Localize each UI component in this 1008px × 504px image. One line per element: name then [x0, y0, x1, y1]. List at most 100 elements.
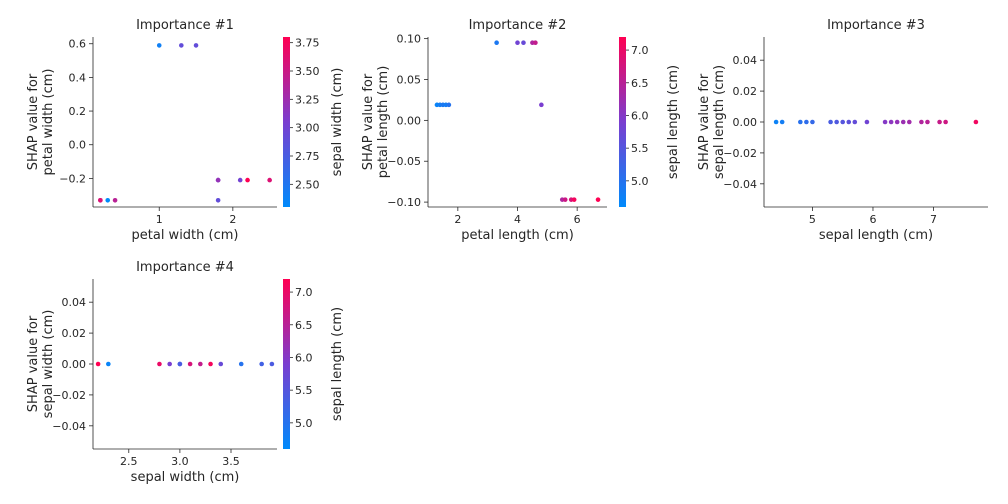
y-tick-label: 0.04	[733, 54, 758, 67]
data-point	[179, 43, 184, 48]
data-point	[446, 102, 452, 108]
x-axis-label: sepal length (cm)	[819, 228, 933, 243]
chart-panel-2: Importance #2 2 4 6 −0.10 −0.05 0.00 0.05 0.10 pe…	[361, 18, 681, 243]
y-tick-label: 0.02	[62, 327, 87, 340]
data-point	[900, 119, 906, 125]
chart-panel-3: Importance #3 5 6 7 −0.04 −0.02 0.00 0.02 0.04 se…	[697, 18, 988, 243]
data-point	[894, 119, 900, 125]
y-tick-label: 0.05	[397, 74, 422, 87]
chart-title: Importance #1	[136, 18, 234, 33]
chart-title: Importance #2	[469, 18, 567, 33]
colorbar-tick-label: 6.0	[631, 109, 649, 122]
y-axis-label-line: SHAP value for	[26, 315, 41, 412]
chart-panel-4: Importance #4 2.5 3.0 3.5 −0.04 −0.02 0.00 0.02…	[26, 260, 345, 485]
y-tick-label: −0.05	[387, 155, 421, 168]
x-tick-label: 2	[454, 213, 461, 226]
data-point	[237, 177, 243, 183]
y-axis-label-line: SHAP value for	[26, 73, 41, 170]
data-point	[828, 119, 833, 125]
y-axis-label: SHAP value forpetal width (cm)	[26, 69, 56, 176]
data-point	[245, 177, 250, 183]
data-point	[515, 40, 520, 46]
y-axis-label-line: sepal width (cm)	[41, 310, 56, 419]
data-point	[943, 119, 948, 125]
colorbar-tick-label: 5.0	[295, 417, 313, 430]
y-tick-label: 0.00	[397, 114, 422, 127]
y-axis-label-line: petal width (cm)	[41, 69, 56, 176]
y-axis-label-line: petal length (cm)	[376, 66, 391, 179]
data-point	[882, 119, 888, 125]
chart-title: Importance #4	[136, 260, 234, 275]
x-tick-label: 3.0	[171, 455, 189, 468]
colorbar-tick-label: 7.0	[631, 44, 649, 57]
data-point	[112, 197, 118, 203]
colorbar-tick-label: 3.50	[295, 65, 320, 78]
y-tick-label: −0.2	[59, 172, 86, 185]
y-tick-label: 0.2	[69, 105, 87, 118]
data-point	[533, 40, 538, 46]
y-axis-label: SHAP value forsepal length (cm)	[697, 65, 727, 179]
y-tick-label: 0.00	[62, 358, 87, 371]
colorbar-tick-label: 2.75	[295, 150, 320, 163]
colorbar-tick-label: 3.75	[295, 37, 320, 50]
data-point	[804, 119, 809, 125]
colorbar-label: sepal length (cm)	[330, 307, 345, 421]
x-tick-label: 5	[809, 213, 816, 226]
data-point	[267, 177, 272, 183]
y-tick-label: −0.02	[723, 147, 757, 160]
data-point	[521, 40, 526, 46]
colorbar-tick-label: 6.0	[295, 351, 313, 364]
data-point	[98, 197, 103, 203]
y-tick-label: 0.02	[733, 85, 758, 98]
x-tick-label: 4	[514, 213, 521, 226]
y-axis-label-line: SHAP value for	[361, 73, 376, 170]
x-tick-label: 6	[869, 213, 876, 226]
colorbar-label: sepal length (cm)	[666, 65, 681, 179]
x-tick-label: 1	[156, 213, 163, 226]
colorbar-tick-label: 6.5	[295, 319, 313, 332]
colorbar	[283, 279, 290, 449]
colorbar-tick-label: 3.25	[295, 93, 320, 106]
data-point	[494, 40, 499, 46]
colorbar	[283, 37, 290, 207]
colorbar	[619, 37, 626, 207]
data-point	[106, 361, 111, 367]
data-point	[888, 119, 894, 125]
data-point	[779, 119, 785, 125]
colorbar-tick-label: 3.00	[295, 122, 320, 135]
x-axis-label: petal width (cm)	[132, 228, 239, 243]
y-tick-label: −0.04	[52, 420, 86, 433]
data-point	[852, 119, 858, 125]
colorbar-label: sepal width (cm)	[330, 68, 345, 177]
colorbar-tick-label: 5.0	[631, 175, 649, 188]
y-axis-label: SHAP value forsepal width (cm)	[26, 310, 56, 419]
data-point	[259, 361, 264, 367]
colorbar-tick-label: 2.50	[295, 178, 320, 191]
data-point	[846, 119, 852, 125]
data-point	[925, 119, 930, 125]
x-axis-label: petal length (cm)	[461, 228, 574, 243]
data-point	[193, 43, 199, 48]
data-point	[156, 43, 162, 48]
data-point	[840, 119, 846, 125]
y-tick-label: 0.00	[733, 116, 758, 129]
colorbar-tick-label: 5.5	[295, 384, 313, 397]
y-tick-label: 0.6	[69, 38, 87, 51]
data-point	[238, 361, 244, 367]
x-tick-label: 6	[574, 213, 581, 226]
data-point	[177, 361, 183, 367]
x-tick-label: 2.5	[120, 455, 138, 468]
data-point	[215, 177, 221, 183]
data-point	[198, 361, 203, 367]
x-tick-label: 3.5	[222, 455, 240, 468]
x-tick-label: 2	[229, 213, 236, 226]
colorbar-tick-label: 6.5	[631, 77, 649, 90]
data-point	[906, 119, 912, 125]
data-point	[105, 197, 111, 203]
colorbar-tick-label: 7.0	[295, 286, 313, 299]
data-point	[864, 119, 870, 125]
data-point	[187, 361, 193, 367]
y-axis-label-line: sepal length (cm)	[712, 65, 727, 179]
y-tick-label: 0.0	[69, 139, 87, 152]
data-point	[269, 361, 275, 367]
